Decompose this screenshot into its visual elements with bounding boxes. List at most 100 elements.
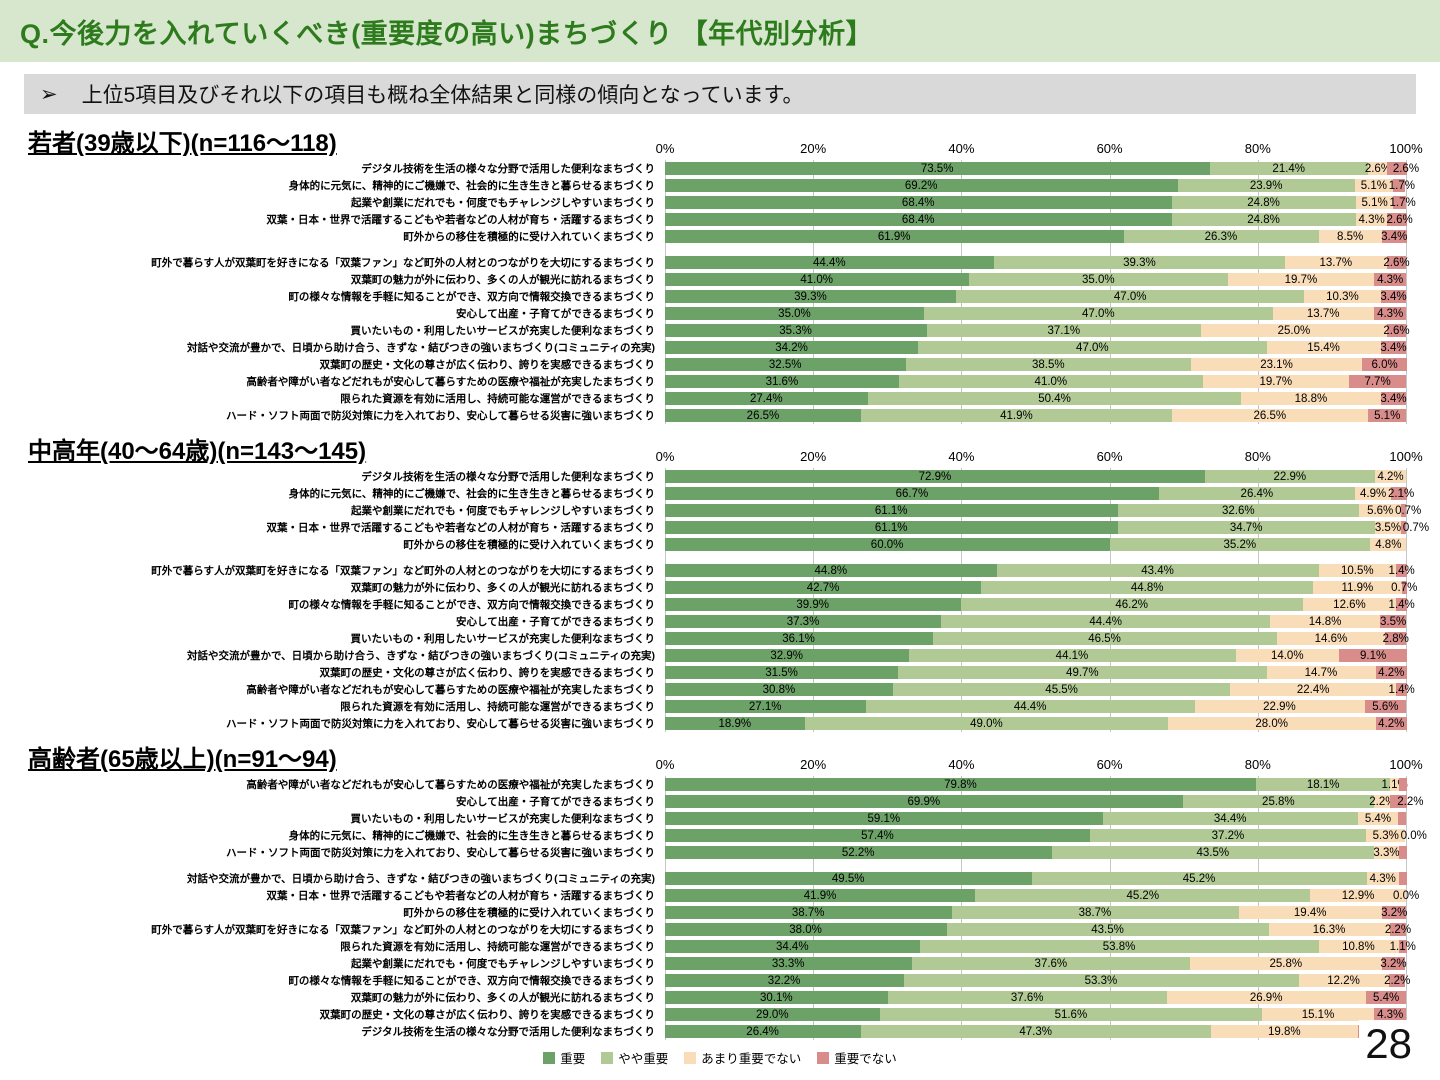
value-label: 34.7% — [1229, 521, 1263, 534]
bar-segment-1 — [665, 649, 909, 662]
legend-label: 重要 — [560, 1052, 586, 1066]
bar-segment-2 — [968, 273, 1229, 286]
value-label: 2.6% — [1386, 213, 1413, 226]
value-label: 12.6% — [1333, 598, 1366, 611]
bar-segment-2 — [1256, 778, 1391, 791]
value-label: 2.6% — [1364, 162, 1392, 175]
bar-segment-2 — [908, 649, 1236, 662]
value-label: 16.3% — [1312, 923, 1346, 936]
chart-header: 中高年(40〜64歳)(n=143〜145) 0% 20% 40% 60% 80% 100… — [20, 432, 1423, 466]
value-label: 4.8% — [1375, 538, 1402, 551]
value-label: 46.5% — [1088, 632, 1121, 645]
row-label: 買いたいもの・利用したいサービスが充実した便利なまちづくり — [350, 633, 656, 645]
bar-segment-2 — [1177, 179, 1355, 192]
chart-row: 町外で暮らす人が双葉町を好きになる「双葉ファン」など町外の人材とのつながりを大切… — [20, 254, 1410, 271]
chart-header: 高齢者(65歳以上)(n=91〜94) 0% 20% 40% 60% 80% 100% — [20, 740, 1423, 774]
value-label: 5.1% — [1360, 179, 1387, 192]
row-label: 双葉・日本・世界で活躍するこどもや若者などの人材が育ち・活躍するまちづくり — [266, 890, 656, 902]
value-label: 13.7% — [1306, 307, 1340, 320]
value-label: 69.2% — [904, 179, 938, 192]
value-label: 41.0% — [1034, 375, 1068, 388]
row-label: ハード・ソフト両面で防災対策に力を入れており、安心して暮らせる災害に強いまちづく… — [226, 847, 655, 859]
value-label: 0.7% — [1395, 504, 1422, 517]
value-label: 50.4% — [1038, 392, 1071, 405]
chart-row: 買いたいもの・利用したいサービスが充実した便利なまちづくり 59.1% 34.4% 5… — [20, 810, 1406, 827]
row-label: ハード・ソフト両面で防災対策に力を入れており、安心して暮らせる災害に強いまちづく… — [226, 410, 655, 422]
bar-segment-4 — [1401, 581, 1407, 594]
axis-tick-label: 20% — [800, 449, 827, 464]
value-label: 2.8% — [1382, 632, 1409, 645]
value-label: 28.0% — [1255, 717, 1288, 730]
chart-row: デジタル技術を生活の様々な分野で活用した便利なまちづくり 73.5% 21.4% 2.… — [20, 160, 1419, 177]
chart-row: 起業や創業にだれでも・何度でもチャレンジしやすいまちづくり 68.4% 24.8% 5… — [20, 194, 1416, 211]
bar-segment-3 — [1241, 392, 1381, 405]
chart-rows: 高齢者や障がい者などだれもが安心して暮らすための医療や福祉が充実したまちづくり 7… — [20, 776, 1427, 1040]
row-label: 限られた資源を有効に活用し、持続可能な運営ができるまちづくり — [340, 393, 655, 405]
legend-item: 重要 — [543, 1048, 585, 1067]
stacked-bar: 72.9% 22.9% 4.2% — [665, 470, 1406, 483]
bar-segment-3 — [1166, 991, 1366, 1004]
bar-segment-2 — [946, 923, 1269, 936]
chart-row: ハード・ソフト両面で防災対策に力を入れており、安心して暮らせる災害に強いまちづく… — [20, 407, 1406, 424]
bar-segment-4 — [1368, 409, 1406, 422]
value-label: 39.9% — [796, 598, 829, 611]
chart-row: 対話や交流が豊かで、日頃から助け合う、きずな・結びつきの強いまちづくり(コミュニ… — [20, 339, 1407, 356]
chart-row: 起業や創業にだれでも・何度でもチャレンジしやすいまちづくり 61.1% 32.6% 5… — [20, 502, 1421, 519]
chart-row: デジタル技術を生活の様々な分野で活用した便利なまちづくり 26.4% 47.3% 19… — [20, 1023, 1407, 1040]
bar-segment-1 — [665, 889, 976, 902]
bar-segment-2 — [924, 307, 1273, 320]
bar-segment-2 — [1117, 521, 1375, 534]
stacked-bar: 57.4% 37.2% 5.3% 0.0% — [665, 829, 1427, 842]
bar-segment-1 — [665, 341, 919, 354]
bar-segment-3 — [1304, 290, 1381, 303]
value-label: 4.3% — [1358, 213, 1385, 226]
value-label: 43.5% — [1196, 846, 1230, 859]
bar-segment-1 — [665, 375, 900, 388]
value-label: 4.2% — [1378, 717, 1405, 730]
value-label: 38.0% — [789, 923, 822, 936]
value-label: 3.4% — [1380, 290, 1407, 303]
chart-row: 町の様々な情報を手軽に知ることができ、双方向で情報交換できるまちづくり 39.3%… — [20, 288, 1407, 305]
bar-segment-4 — [1398, 846, 1407, 859]
chart-row: 双葉・日本・世界で活躍するこどもや若者などの人材が育ち・活躍するまちづくり 68.… — [20, 211, 1413, 228]
chart-row: 限られた資源を有効に活用し、持続可能な運営ができるまちづくり 27.1% 44.4%… — [20, 698, 1406, 715]
bar-segment-1 — [665, 795, 1183, 808]
bar-segment-2 — [861, 409, 1172, 422]
bar-segment-3 — [1238, 906, 1383, 919]
bar-segment-2 — [1102, 812, 1358, 825]
page-title: Q.今後力を入れていくべき(重要度の高い)まちづくり 【年代別分析】 — [20, 18, 874, 49]
bar-segment-4 — [1374, 1008, 1406, 1021]
bar-segment-4 — [1374, 273, 1406, 286]
chart-row: 双葉・日本・世界で活躍するこどもや若者などの人材が育ち・活躍するまちづくり 61.… — [20, 519, 1429, 536]
bar-segment-3 — [1303, 598, 1397, 611]
row-label: 町外で暮らす人が双葉町を好きになる「双葉ファン」など町外の人材とのつながりを大切… — [151, 257, 655, 269]
x-axis: 0% 20% 40% 60% 80% 100% — [656, 124, 1423, 158]
bar-segment-1 — [665, 564, 997, 577]
chart-row: 町外で暮らす人が双葉町を好きになる「双葉ファン」など町外の人材とのつながりを大切… — [20, 562, 1415, 579]
stacked-bar: 41.0% 35.0% 19.7% 4.3% — [665, 273, 1406, 286]
value-label: 5.4% — [1372, 991, 1400, 1004]
bar-segment-1 — [665, 778, 1257, 791]
value-label: 73.5% — [920, 162, 954, 175]
bar-segment-3 — [1235, 649, 1340, 662]
value-label: 25.8% — [1262, 795, 1295, 808]
axis-tick-label: 40% — [948, 141, 975, 156]
value-label: 5.6% — [1367, 504, 1394, 517]
row-label: 町の様々な情報を手軽に知ることができ、双方向で情報交換できるまちづくり — [288, 291, 655, 303]
bar-segment-2 — [1209, 162, 1369, 175]
value-label: 10.3% — [1326, 290, 1359, 303]
value-label: 4.3% — [1377, 307, 1404, 320]
row-label: 双葉・日本・世界で活躍するこどもや若者などの人材が育ち・活躍するまちづくり — [266, 214, 656, 226]
bar-segment-3 — [1202, 375, 1349, 388]
value-label: 32.9% — [770, 649, 803, 662]
value-label: 43.5% — [1091, 923, 1124, 936]
chart-row: 高齢者や障がい者などだれもが安心して暮らすための医療や福祉が充実したまちづくり 3… — [20, 681, 1415, 698]
bar-segment-3 — [1355, 213, 1388, 226]
bar-segment-4 — [1385, 632, 1406, 645]
bar-segment-4 — [1381, 957, 1406, 970]
value-label: 46.2% — [1115, 598, 1148, 611]
row-label: 双葉町の魅力が外に伝わり、多くの人が観光に訪れるまちづくり — [350, 274, 655, 286]
note-bullet-icon: ➢ — [40, 82, 58, 106]
chart-row: ハード・ソフト両面で防災対策に力を入れており、安心して暮らせる災害に強いまちづく… — [20, 844, 1407, 861]
chart-row: 町の様々な情報を手軽に知ることができ、双方向で情報交換できるまちづくり 32.2%… — [20, 972, 1410, 989]
